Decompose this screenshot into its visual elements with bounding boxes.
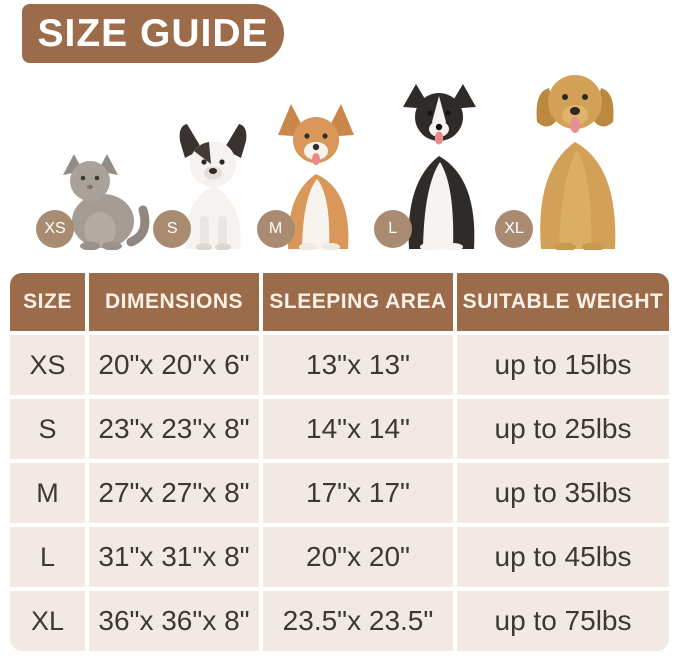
french-bulldog-image (179, 124, 247, 250)
row-l-suitable-weight: up to 45lbs (457, 527, 669, 587)
row-xs-size: XS (10, 335, 85, 395)
animal-s-french-bulldog: S (153, 122, 261, 250)
row-l-sleeping-area: 20"x 20" (263, 527, 453, 587)
animal-m-corgi: M (256, 102, 379, 250)
row-xl-suitable-weight: up to 75lbs (457, 591, 669, 651)
size-badge-xs: XS (36, 210, 74, 248)
golden-retriever-image (536, 75, 616, 250)
animal-xl-golden-retriever: XL (495, 64, 645, 250)
border-collie-image (402, 84, 476, 250)
row-m-sleeping-area: 17"x 17" (263, 463, 453, 523)
row-xl-dimensions: 36"x 36"x 8" (89, 591, 259, 651)
page-title: SIZE GUIDE (37, 11, 269, 55)
size-badge-s: S (153, 210, 192, 248)
row-m-suitable-weight: up to 35lbs (457, 463, 669, 523)
size-badge-xl: XL (495, 210, 533, 248)
size-badge-m: M (256, 210, 295, 248)
row-s-dimensions: 23"x 23"x 8" (89, 399, 259, 459)
row-m-size: M (10, 463, 85, 523)
row-s-size: S (10, 399, 85, 459)
column-header-size: SIZE (10, 273, 85, 331)
row-xl-sleeping-area: 23.5"x 23.5" (263, 591, 453, 651)
animal-l-border-collie: L (373, 82, 506, 250)
animal-size-lineup: XS S (0, 58, 679, 250)
size-badge-l: L (373, 210, 412, 248)
column-header-sleeping-area: SLEEPING AREA (263, 273, 453, 331)
row-xs-suitable-weight: up to 15lbs (457, 335, 669, 395)
row-xs-dimensions: 20"x 20"x 6" (89, 335, 259, 395)
column-header-dimensions: DIMENSIONS (89, 273, 259, 331)
size-guide-banner: SIZE GUIDE (22, 4, 284, 63)
animal-xs-cat: XS (36, 150, 158, 250)
row-s-suitable-weight: up to 25lbs (457, 399, 669, 459)
size-table: SIZE DIMENSIONS SLEEPING AREA SUITABLE W… (10, 273, 669, 651)
row-xs-sleeping-area: 13"x 13" (263, 335, 453, 395)
row-l-size: L (10, 527, 85, 587)
column-header-suitable-weight: SUITABLE WEIGHT (457, 273, 669, 331)
corgi-image (277, 104, 354, 250)
row-m-dimensions: 27"x 27"x 8" (89, 463, 259, 523)
row-s-sleeping-area: 14"x 14" (263, 399, 453, 459)
row-l-dimensions: 31"x 31"x 8" (89, 527, 259, 587)
row-xl-size: XL (10, 591, 85, 651)
cat-image (63, 154, 150, 250)
